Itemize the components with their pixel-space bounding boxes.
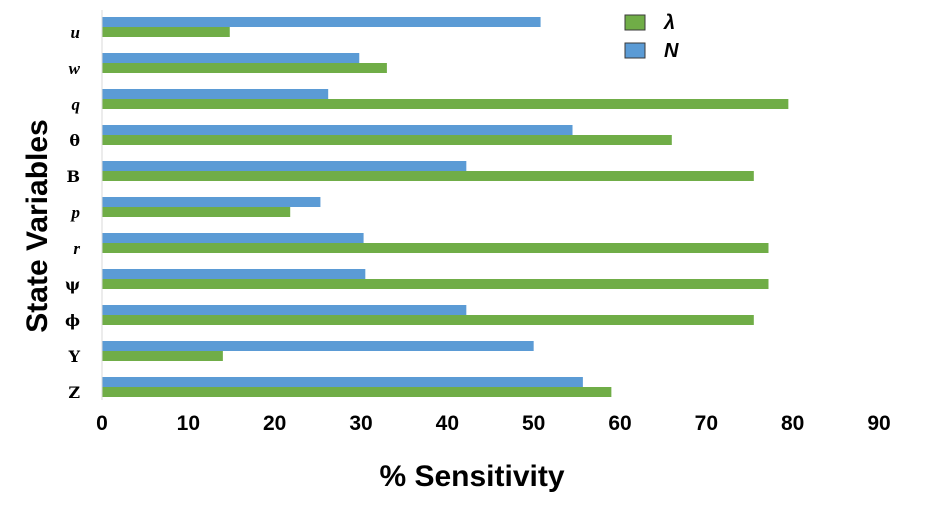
bar-lambda-7 — [102, 279, 769, 289]
bar-N-9 — [102, 341, 534, 351]
y-axis-title: State Variables — [21, 119, 54, 332]
legend-swatch-0 — [624, 14, 646, 31]
x-tick-20: 20 — [263, 412, 286, 435]
category-label-4: B — [66, 167, 80, 186]
bar-lambda-1 — [102, 63, 387, 73]
category-label-7: ψ — [65, 275, 80, 294]
x-tick-50: 50 — [522, 412, 545, 435]
category-label-5: p — [70, 203, 81, 222]
x-tick-0: 0 — [96, 412, 108, 435]
category-label-8: ϕ — [65, 311, 80, 330]
legend: λN — [624, 12, 679, 62]
category-label-10: Z — [68, 383, 80, 402]
x-tick-90: 90 — [867, 412, 890, 435]
x-tick-70: 70 — [695, 412, 718, 435]
x-tick-labels: 0 10 20 30 40 50 60 70 80 90 — [96, 412, 891, 435]
bar-N-2 — [102, 89, 329, 99]
bar-N-0 — [102, 17, 541, 27]
x-tick-60: 60 — [608, 412, 631, 435]
bar-N-3 — [102, 125, 573, 135]
legend-label-1: N — [664, 40, 679, 62]
x-tick-10: 10 — [177, 412, 200, 435]
category-label-3: θ — [69, 131, 80, 150]
category-label-2: q — [72, 95, 81, 114]
bar-lambda-0 — [102, 27, 230, 37]
bar-N-6 — [102, 233, 364, 243]
bar-lambda-9 — [102, 351, 223, 361]
bar-lambda-2 — [102, 99, 789, 109]
bar-lambda-4 — [102, 171, 754, 181]
bar-N-7 — [102, 269, 366, 279]
bar-lambda-10 — [102, 387, 612, 397]
bar-N-4 — [102, 161, 467, 171]
bar-lambda-3 — [102, 135, 672, 145]
category-label-0: u — [71, 23, 80, 42]
bar-N-1 — [102, 53, 360, 63]
bar-lambda-6 — [102, 243, 769, 253]
x-tick-30: 30 — [349, 412, 372, 435]
bar-lambda-8 — [102, 315, 754, 325]
category-label-1: w — [69, 59, 81, 78]
bars-layer — [102, 17, 789, 397]
category-label-6: r — [73, 239, 80, 258]
bar-N-10 — [102, 377, 583, 387]
bar-N-8 — [102, 305, 467, 315]
x-tick-80: 80 — [781, 412, 804, 435]
x-tick-40: 40 — [436, 412, 459, 435]
legend-label-0: λ — [663, 12, 675, 34]
bar-N-5 — [102, 197, 321, 207]
legend-swatch-1 — [624, 42, 646, 59]
category-label-9: Y — [68, 347, 81, 366]
x-axis-title: % Sensitivity — [379, 460, 564, 493]
bar-lambda-5 — [102, 207, 291, 217]
